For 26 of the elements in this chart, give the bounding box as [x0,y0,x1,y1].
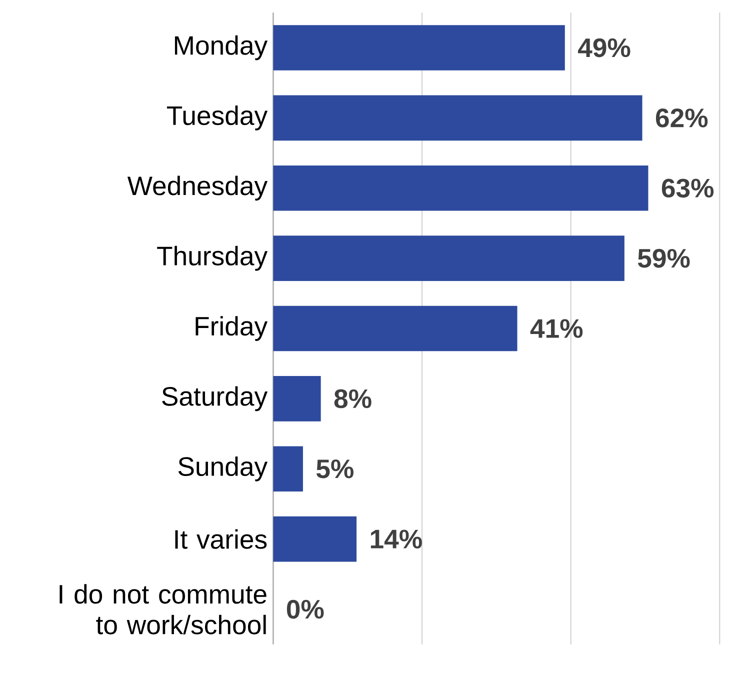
data-label: 5% [316,460,354,478]
bar [273,376,321,422]
bar [273,95,642,141]
bar [273,446,303,492]
bar [273,166,648,211]
y-tick-label: Friday [196,316,268,342]
data-label: 59% [638,249,690,268]
data-label: 63% [662,178,714,198]
y-tick-label: Monday [174,36,268,60]
y-tick-label: Saturday [162,386,268,412]
y-tick-label: I do not commute to work/school [60,584,266,635]
y-tick-label: It varies [175,529,267,550]
data-label: 14% [370,530,422,549]
data-label: 41% [530,319,583,338]
y-tick-label: Thursday [157,246,268,271]
bar [273,25,565,71]
y-tick-label: Tuesday [166,106,268,131]
data-label: 8% [334,389,372,408]
bar [273,306,518,352]
y-tick-label: Wednesday [127,176,268,201]
bar [273,236,624,282]
data-label: 62% [656,108,708,128]
data-label: 49% [578,38,630,58]
bar [273,516,357,562]
y-tick-label: Sunday [178,456,268,482]
data-label: 0% [286,600,324,619]
